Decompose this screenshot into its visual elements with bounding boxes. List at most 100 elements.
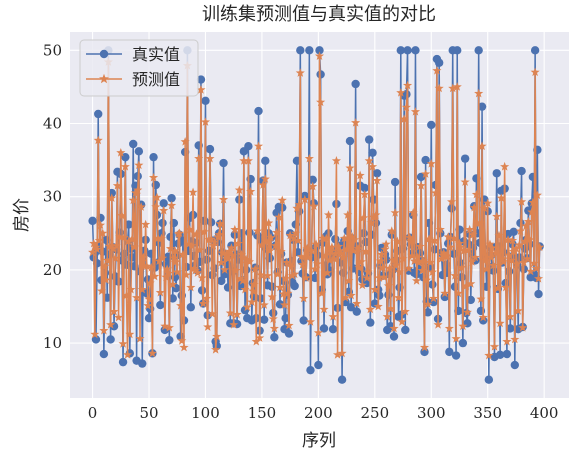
data-point <box>108 243 118 253</box>
data-point <box>507 235 518 245</box>
data-point <box>430 235 440 245</box>
data-point <box>134 160 144 170</box>
data-point <box>361 246 371 256</box>
data-point <box>298 259 308 269</box>
data-point <box>470 252 480 262</box>
data-point <box>345 163 355 173</box>
data-point <box>474 46 483 55</box>
data-point <box>181 270 191 279</box>
data-point <box>428 293 439 303</box>
data-point <box>238 276 248 285</box>
data-point <box>478 312 488 322</box>
data-point <box>132 292 142 302</box>
data-point <box>355 170 365 180</box>
data-point <box>510 334 520 344</box>
data-point <box>425 257 435 267</box>
data-point <box>365 304 375 314</box>
data-point <box>302 243 312 253</box>
data-point <box>421 169 431 178</box>
data-point <box>279 300 290 309</box>
data-point <box>360 189 370 199</box>
data-point <box>535 242 545 252</box>
data-point <box>501 282 511 292</box>
data-point <box>151 202 161 211</box>
data-point <box>137 284 147 294</box>
data-point <box>270 333 279 342</box>
data-point <box>371 210 381 219</box>
data-point <box>520 236 530 246</box>
data-point <box>488 260 498 270</box>
data-point <box>176 300 186 310</box>
data-point <box>526 266 536 276</box>
data-point <box>457 262 467 272</box>
data-point <box>348 246 358 255</box>
data-point <box>440 288 450 298</box>
data-point <box>407 251 417 260</box>
data-point <box>476 294 486 304</box>
data-point <box>351 79 360 89</box>
data-point <box>193 268 203 277</box>
data-point <box>294 199 304 209</box>
data-point <box>416 172 426 182</box>
data-point <box>247 297 257 306</box>
data-point <box>369 212 379 222</box>
data-point <box>156 233 167 243</box>
data-point <box>375 256 386 265</box>
legend-label-true: 真实值 <box>132 45 180 64</box>
data-point <box>346 290 356 300</box>
data-point <box>272 227 282 237</box>
x-tick-label: 100 <box>191 404 220 422</box>
data-point <box>460 177 470 186</box>
data-point <box>382 311 392 321</box>
data-point <box>186 303 195 312</box>
data-point <box>256 270 266 279</box>
data-point <box>303 252 313 262</box>
data-point <box>232 309 242 319</box>
data-point <box>200 117 211 126</box>
data-point <box>180 137 190 146</box>
data-point <box>269 323 279 333</box>
data-point <box>364 156 374 165</box>
data-point <box>408 208 418 217</box>
data-point <box>384 263 395 273</box>
data-point <box>158 218 167 228</box>
data-point <box>219 158 228 168</box>
data-point <box>492 211 502 221</box>
data-point <box>307 246 317 255</box>
data-point <box>98 228 108 238</box>
data-point <box>313 328 323 337</box>
data-point <box>188 187 198 197</box>
data-point <box>398 254 408 263</box>
data-point <box>88 216 97 226</box>
data-point <box>199 227 209 236</box>
data-point <box>170 246 180 255</box>
data-point <box>396 87 406 97</box>
data-point <box>217 248 227 257</box>
data-point <box>485 239 495 249</box>
x-tick-label: 200 <box>304 404 333 422</box>
data-point <box>445 347 454 357</box>
data-point <box>433 320 443 329</box>
data-point <box>447 197 457 206</box>
data-point <box>443 232 453 241</box>
data-point <box>107 193 117 203</box>
data-point <box>308 175 317 185</box>
data-point <box>194 153 204 163</box>
data-point <box>106 335 115 344</box>
data-point <box>468 229 478 239</box>
data-point <box>318 233 328 243</box>
data-point <box>502 349 512 359</box>
data-point <box>334 241 344 251</box>
data-point <box>304 153 314 163</box>
data-point <box>529 258 539 268</box>
y-tick-label: 30 <box>43 188 62 206</box>
data-point <box>187 240 197 250</box>
data-point <box>296 251 306 261</box>
data-point <box>299 293 309 303</box>
data-point <box>160 321 170 331</box>
data-point <box>459 246 469 255</box>
data-point <box>527 207 537 216</box>
data-point <box>495 350 505 360</box>
data-point <box>106 320 116 329</box>
data-point <box>500 161 510 171</box>
